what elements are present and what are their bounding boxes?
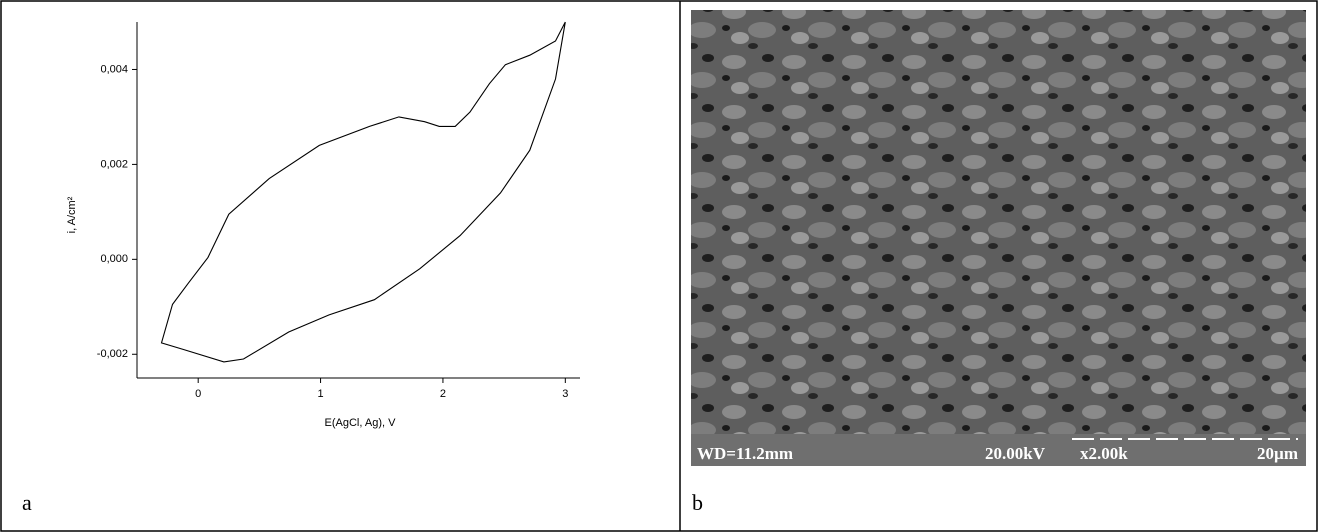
y-tick-label: 0,004 xyxy=(100,63,128,75)
x-tick-label: 3 xyxy=(562,388,568,400)
x-tick-label: 0 xyxy=(195,388,201,400)
sem-image xyxy=(691,10,1306,434)
x-tick-label: 1 xyxy=(318,388,324,400)
y-tick-label: 0,000 xyxy=(100,253,128,265)
sem-wd: WD=11.2mm xyxy=(697,444,793,463)
sem-voltage: 20.00kV xyxy=(985,444,1046,463)
cv-curve xyxy=(160,21,566,363)
panel-label: b xyxy=(692,490,703,515)
sem-scale: 20µm xyxy=(1257,444,1298,463)
y-tick-label: -0,002 xyxy=(97,348,128,360)
panel-label: a xyxy=(22,490,32,515)
y-tick-label: 0,002 xyxy=(100,158,128,170)
x-tick-label: 2 xyxy=(440,388,446,400)
sem-magnification: x2.00k xyxy=(1080,444,1128,463)
y-axis-label: i, A/cm² xyxy=(66,196,78,233)
x-axis-label: E(AgCl, Ag), V xyxy=(325,417,397,429)
